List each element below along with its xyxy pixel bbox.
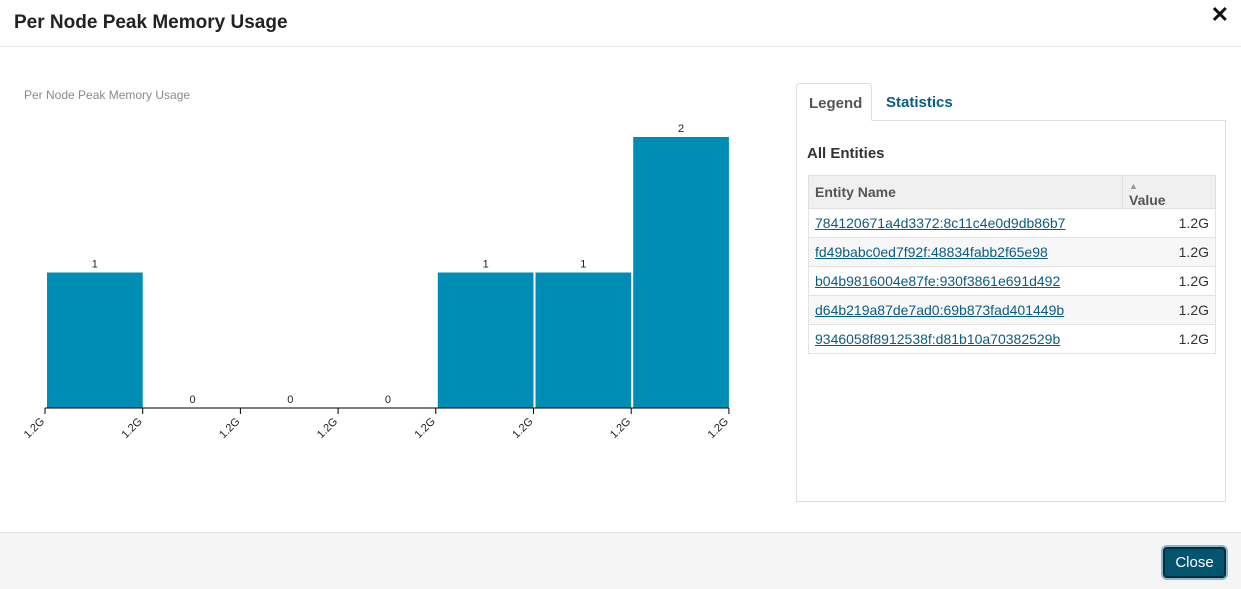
bar-value-label: 1	[580, 259, 586, 271]
chart-bar	[437, 272, 534, 408]
entity-link[interactable]: fd49babc0ed7f92f:48834fabb2f65e98	[815, 244, 1048, 260]
bar-chart: 1 0 0 0 1 1 2 1.2G 1.2G 1.2G 1.2G 1.2G 1.2G 1.2G 1.2G	[22, 123, 731, 441]
bar-value-label: 0	[287, 394, 293, 406]
entity-value: 1.2G	[1122, 266, 1216, 296]
bar-value-label: 1	[483, 259, 489, 271]
column-header-value[interactable]: ▲ Value	[1122, 175, 1216, 209]
x-tick-label: 1.2G	[22, 416, 47, 441]
sort-icon: ▲	[1129, 181, 1138, 191]
bar-value-label: 2	[678, 123, 684, 135]
close-button[interactable]: Close	[1163, 547, 1226, 578]
x-tick-label: 1.2G	[413, 416, 438, 441]
entity-link[interactable]: b04b9816004e87fe:930f3861e691d492	[815, 273, 1061, 289]
x-tick-label: 1.2G	[217, 416, 242, 441]
entity-value: 1.2G	[1122, 237, 1216, 267]
table-row: fd49babc0ed7f92f:48834fabb2f65e98 1.2G	[808, 237, 1216, 267]
bar-value-label: 1	[92, 259, 98, 271]
table-row: d64b219a87de7ad0:69b873fad401449b 1.2G	[808, 295, 1216, 325]
panel-heading: All Entities	[807, 145, 885, 162]
x-tick-label: 1.2G	[315, 416, 340, 441]
bar-value-label: 0	[189, 394, 195, 406]
legend-panel: All Entities Entity Name ▲ Value 78412067…	[796, 121, 1226, 502]
entities-table: Entity Name ▲ Value 784120671a4d3372:8c11…	[808, 175, 1216, 354]
chart-bar	[633, 137, 729, 408]
tab-bar: Legend Statistics	[796, 83, 1226, 121]
chart-bar	[47, 272, 143, 408]
bar-value-label: 0	[385, 394, 391, 406]
modal-title: Per Node Peak Memory Usage	[14, 12, 288, 33]
chart-bar	[535, 272, 632, 408]
x-tick-label: 1.2G	[510, 416, 535, 441]
entity-link[interactable]: 9346058f8912538f:d81b10a70382529b	[815, 331, 1061, 347]
entity-value: 1.2G	[1122, 324, 1216, 354]
x-tick-label: 1.2G	[706, 416, 731, 441]
x-tick-label: 1.2G	[119, 416, 144, 441]
modal-footer: Close	[0, 532, 1241, 589]
table-row: b04b9816004e87fe:930f3861e691d492 1.2G	[808, 266, 1216, 296]
modal-header: Per Node Peak Memory Usage ✕	[0, 0, 1241, 47]
entity-link[interactable]: d64b219a87de7ad0:69b873fad401449b	[815, 302, 1065, 318]
entity-value: 1.2G	[1122, 295, 1216, 325]
x-tick-label: 1.2G	[608, 416, 633, 441]
tab-legend[interactable]: Legend	[796, 83, 872, 121]
entity-value: 1.2G	[1122, 208, 1216, 238]
column-header-value-label: Value	[1129, 192, 1166, 208]
table-row: 9346058f8912538f:d81b10a70382529b 1.2G	[808, 324, 1216, 354]
entity-link[interactable]: 784120671a4d3372:8c11c4e0d9db86b7	[815, 215, 1066, 231]
tab-statistics[interactable]: Statistics	[886, 94, 953, 111]
column-header-entity-name[interactable]: Entity Name	[808, 175, 1123, 209]
close-icon[interactable]: ✕	[1210, 2, 1229, 27]
table-row: 784120671a4d3372:8c11c4e0d9db86b7 1.2G	[808, 208, 1216, 238]
chart-title: Per Node Peak Memory Usage	[24, 88, 191, 102]
